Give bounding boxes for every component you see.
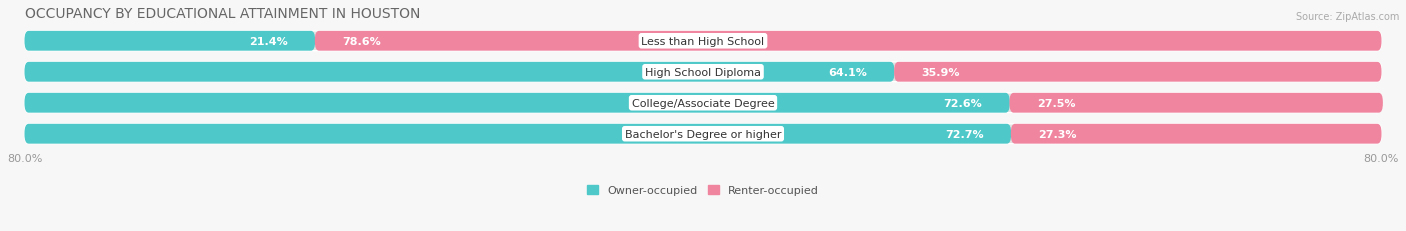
- FancyBboxPatch shape: [894, 63, 1382, 82]
- Text: Less than High School: Less than High School: [641, 36, 765, 47]
- FancyBboxPatch shape: [24, 93, 1010, 113]
- FancyBboxPatch shape: [1011, 124, 1382, 144]
- Text: 64.1%: 64.1%: [828, 67, 868, 77]
- FancyBboxPatch shape: [24, 93, 1382, 113]
- FancyBboxPatch shape: [1010, 93, 1384, 113]
- Text: 72.6%: 72.6%: [943, 98, 983, 108]
- FancyBboxPatch shape: [24, 63, 1382, 82]
- Text: 21.4%: 21.4%: [249, 36, 288, 47]
- Text: College/Associate Degree: College/Associate Degree: [631, 98, 775, 108]
- FancyBboxPatch shape: [24, 124, 1011, 144]
- Text: 78.6%: 78.6%: [342, 36, 381, 47]
- FancyBboxPatch shape: [24, 32, 315, 52]
- FancyBboxPatch shape: [24, 32, 1382, 52]
- Text: 35.9%: 35.9%: [921, 67, 960, 77]
- Text: OCCUPANCY BY EDUCATIONAL ATTAINMENT IN HOUSTON: OCCUPANCY BY EDUCATIONAL ATTAINMENT IN H…: [25, 7, 420, 21]
- Text: Source: ZipAtlas.com: Source: ZipAtlas.com: [1295, 12, 1399, 21]
- FancyBboxPatch shape: [315, 32, 1382, 52]
- Text: High School Diploma: High School Diploma: [645, 67, 761, 77]
- FancyBboxPatch shape: [24, 63, 894, 82]
- FancyBboxPatch shape: [24, 124, 1382, 144]
- Text: Bachelor's Degree or higher: Bachelor's Degree or higher: [624, 129, 782, 139]
- Text: 27.5%: 27.5%: [1036, 98, 1076, 108]
- Legend: Owner-occupied, Renter-occupied: Owner-occupied, Renter-occupied: [582, 180, 824, 200]
- Text: 72.7%: 72.7%: [945, 129, 984, 139]
- Text: 27.3%: 27.3%: [1038, 129, 1077, 139]
